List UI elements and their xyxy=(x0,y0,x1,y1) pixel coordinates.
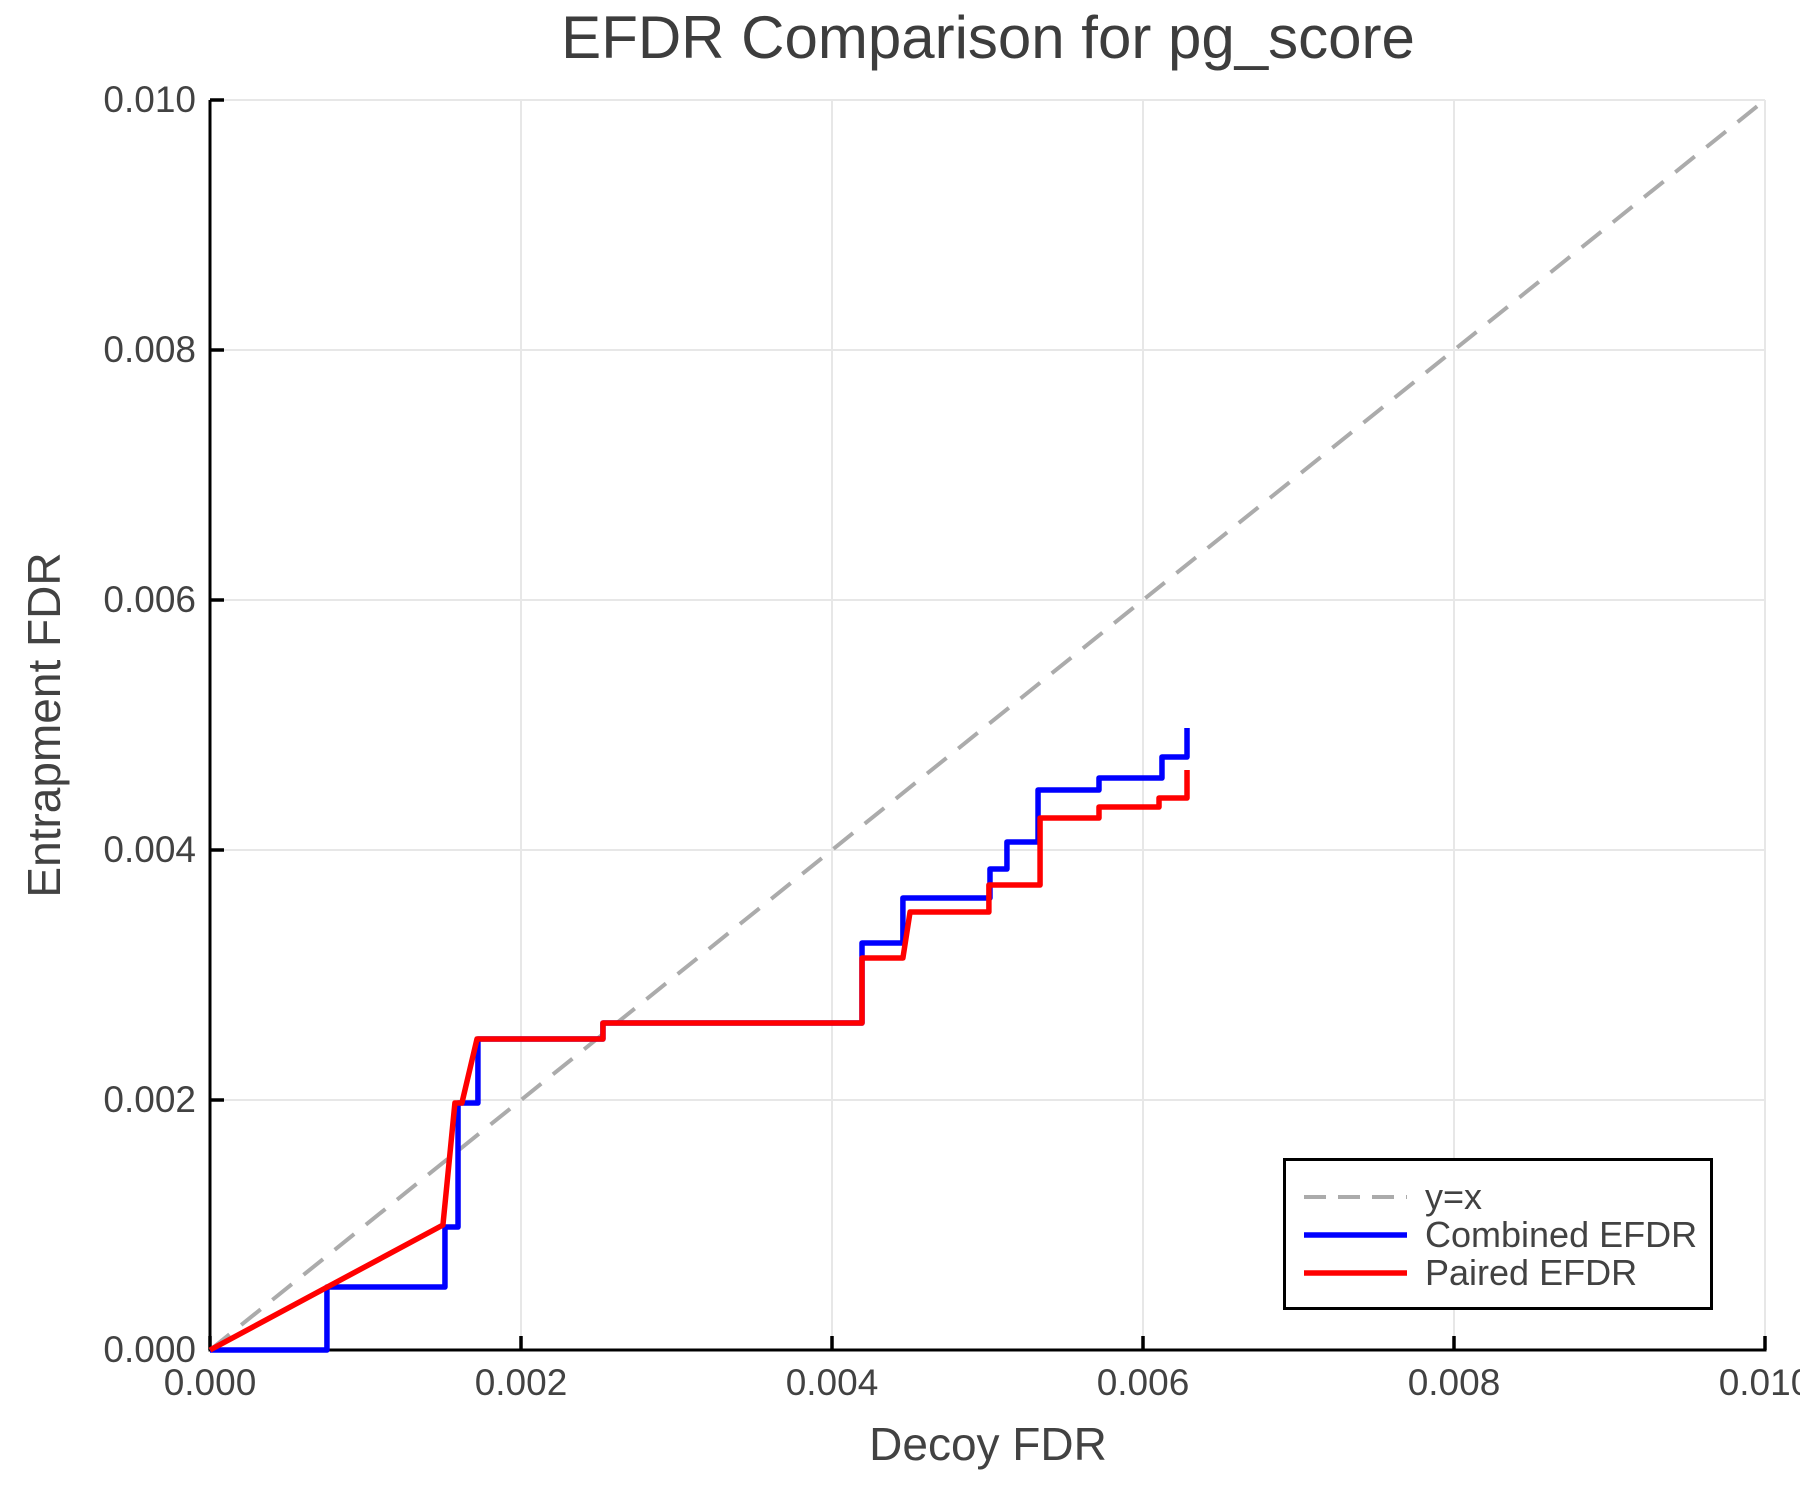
series-y-x xyxy=(208,98,1767,1352)
x-tick-label: 0.000 xyxy=(163,1362,257,1403)
legend-item-combined-efdr: Combined EFDR xyxy=(1302,1216,1710,1254)
x-tick-label: 0.010 xyxy=(1718,1362,1800,1403)
x-tick-label: 0.004 xyxy=(785,1362,879,1403)
legend-item-yx: y=x xyxy=(1302,1178,1710,1216)
legend-item-paired-efdr: Paired EFDR xyxy=(1302,1254,1710,1292)
legend-label: y=x xyxy=(1425,1176,1483,1217)
chart-title: EFDR Comparison for pg_score xyxy=(561,4,1415,71)
x-axis-label: Decoy FDR xyxy=(869,1418,1107,1470)
x-tick-label: 0.002 xyxy=(474,1362,568,1403)
legend-label: Combined EFDR xyxy=(1425,1214,1698,1255)
x-tick-label: 0.008 xyxy=(1407,1362,1501,1403)
y-tick-label: 0.008 xyxy=(103,329,196,370)
y-tick-label: 0.000 xyxy=(103,1329,196,1370)
x-tick-label: 0.006 xyxy=(1096,1362,1190,1403)
y-tick-label: 0.002 xyxy=(103,1079,196,1120)
legend-label: Paired EFDR xyxy=(1425,1252,1638,1293)
combined-efdr-line-icon xyxy=(1304,1232,1407,1238)
y-tick-label: 0.004 xyxy=(103,829,196,870)
identity-line-icon xyxy=(1304,1195,1407,1199)
legend: y=x Combined EFDR Paired EFDR xyxy=(1283,1158,1713,1310)
paired-efdr-line-icon xyxy=(1304,1270,1407,1276)
y-tick-label: 0.010 xyxy=(103,79,196,120)
y-tick-label: 0.006 xyxy=(103,579,196,620)
series-paired-efdr xyxy=(208,770,1190,1353)
